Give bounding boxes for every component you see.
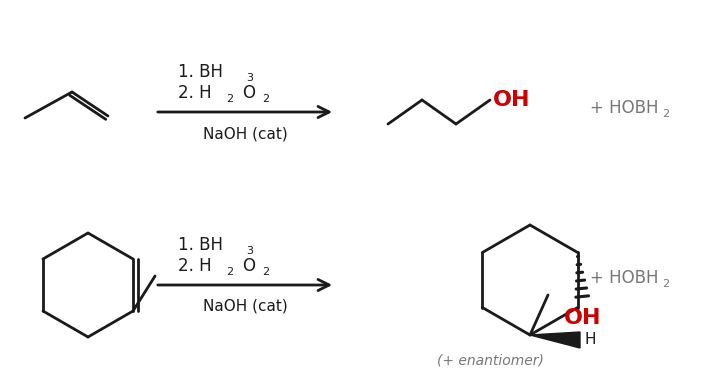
Polygon shape [530,332,580,348]
Text: NaOH (cat): NaOH (cat) [203,298,288,314]
Text: 2: 2 [662,279,669,289]
Text: NaOH (cat): NaOH (cat) [203,126,288,142]
Text: 3: 3 [246,73,253,83]
Text: 2: 2 [662,109,669,119]
Text: 2: 2 [262,267,269,277]
Text: 1. BH: 1. BH [178,63,223,81]
Text: 2. H: 2. H [178,257,211,275]
Text: 1. BH: 1. BH [178,236,223,254]
Text: + HOBH: + HOBH [590,269,659,287]
Text: 2. H: 2. H [178,84,211,102]
Text: 3: 3 [246,246,253,256]
Text: 2: 2 [262,94,269,104]
Text: 2: 2 [226,267,233,277]
Text: 2: 2 [226,94,233,104]
Text: O: O [242,84,255,102]
Text: H: H [585,333,597,348]
Text: O: O [242,257,255,275]
Text: (+ enantiomer): (+ enantiomer) [436,353,543,367]
Text: OH: OH [564,308,602,329]
Text: + HOBH: + HOBH [590,99,659,117]
Text: OH: OH [493,90,530,110]
